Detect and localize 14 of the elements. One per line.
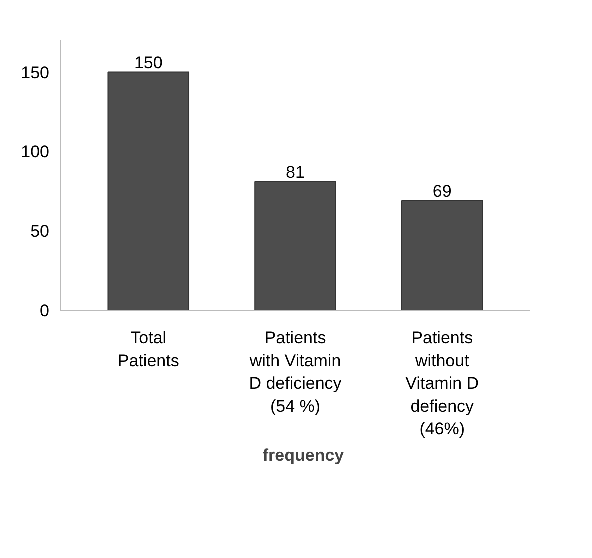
- x-tick-label: Patients with Vitamin D deficiency (54 %): [248, 328, 342, 416]
- data-label: 150: [134, 53, 163, 72]
- y-tick-label: 50: [30, 222, 50, 242]
- y-tick-label: 100: [21, 142, 50, 162]
- bar: [401, 200, 484, 310]
- y-tick-label: 0: [40, 302, 50, 320]
- x-tick-label: Total Patients: [118, 328, 180, 370]
- data-label: 69: [432, 182, 452, 201]
- text: frequency: [262, 446, 344, 466]
- data-label: 81: [286, 162, 305, 182]
- x-tick-label: Patients without Vitamin D defiency (46%): [406, 328, 480, 439]
- bar: [108, 72, 190, 310]
- bar: [254, 181, 336, 310]
- y-tick-label: 150: [21, 63, 50, 82]
